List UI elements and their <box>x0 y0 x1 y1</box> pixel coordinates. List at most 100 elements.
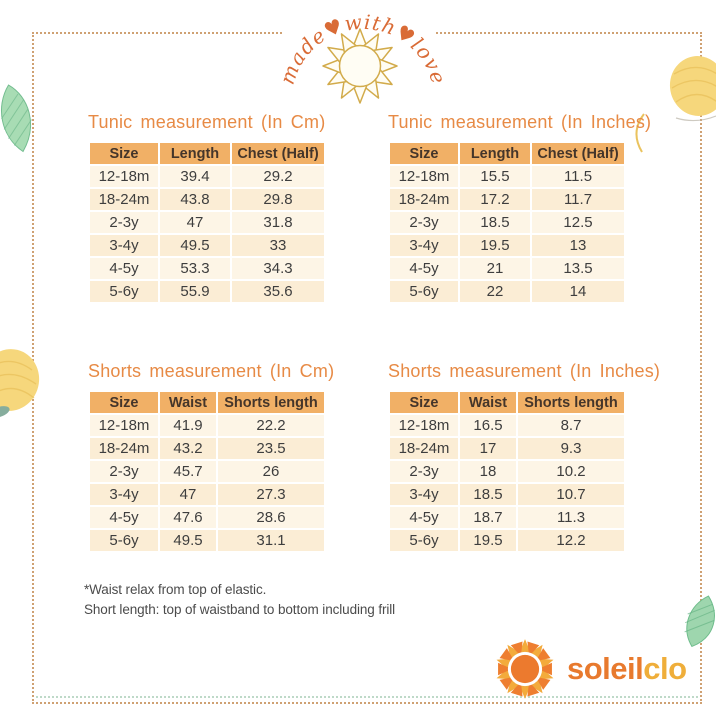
table-cell: 11.7 <box>532 189 624 210</box>
tunic-cm-table: Size Length Chest (Half) 12-18m 39.4 29.2 18-… <box>88 141 326 304</box>
column-header: Size <box>390 392 458 413</box>
table-cell: 3-4y <box>90 484 158 505</box>
tunic-cm-section: Tunic measurement (In Cm) Size Length Ches… <box>88 111 325 304</box>
table-cell: 29.2 <box>232 166 324 187</box>
table-row: 2-3y 18 10.2 <box>390 461 624 482</box>
table-cell: 12-18m <box>90 415 158 436</box>
table-cell: 3-4y <box>390 235 458 256</box>
table-row: 4-5y 18.7 11.3 <box>390 507 624 528</box>
table-cell: 53.3 <box>160 258 230 279</box>
footnote-waist: *Waist relax from top of elastic. <box>84 582 267 597</box>
table-cell: 21 <box>460 258 530 279</box>
table-cell: 11.5 <box>532 166 624 187</box>
header-row: Size Length Chest (Half) <box>390 143 624 164</box>
table-cell: 33 <box>232 235 324 256</box>
table-cell: 23.5 <box>218 438 324 459</box>
table-row: 3-4y 49.5 33 <box>90 235 324 256</box>
table-cell: 18-24m <box>90 189 158 210</box>
table-cell: 43.2 <box>160 438 216 459</box>
table-cell: 5-6y <box>90 530 158 551</box>
table-cell: 45.7 <box>160 461 216 482</box>
table-cell: 4-5y <box>90 507 158 528</box>
table-cell: 13.5 <box>532 258 624 279</box>
table-cell: 13 <box>532 235 624 256</box>
brand-name: soleilclo <box>567 638 687 700</box>
table-cell: 4-5y <box>90 258 158 279</box>
table-row: 18-24m 17 9.3 <box>390 438 624 459</box>
table-cell: 12-18m <box>390 415 458 436</box>
column-header: Shorts length <box>518 392 624 413</box>
table-cell: 22.2 <box>218 415 324 436</box>
table-cell: 31.8 <box>232 212 324 233</box>
table-cell: 2-3y <box>390 461 458 482</box>
column-header: Size <box>90 392 158 413</box>
tunic-inches-table: Size Length Chest (Half) 12-18m 15.5 11.5 18-… <box>388 141 626 304</box>
table-row: 5-6y 55.9 35.6 <box>90 281 324 302</box>
column-header: Waist <box>160 392 216 413</box>
column-header: Size <box>390 143 458 164</box>
column-header: Chest (Half) <box>232 143 324 164</box>
table-cell: 18-24m <box>390 438 458 459</box>
table-cell: 27.3 <box>218 484 324 505</box>
footnotes: *Waist relax from top of elastic. Short … <box>84 580 395 620</box>
shorts-cm-table: Size Waist Shorts length 12-18m 41.9 22.2 18-… <box>88 390 326 553</box>
table-row: 2-3y 45.7 26 <box>90 461 324 482</box>
table-row: 4-5y 53.3 34.3 <box>90 258 324 279</box>
table-cell: 5-6y <box>390 281 458 302</box>
table-cell: 10.7 <box>518 484 624 505</box>
table-cell: 43.8 <box>160 189 230 210</box>
footnote-short-length: Short length: top of waistband to bottom… <box>84 602 396 617</box>
table-cell: 12.2 <box>518 530 624 551</box>
table-cell: 18 <box>460 461 516 482</box>
table-row: 5-6y 49.5 31.1 <box>90 530 324 551</box>
column-header: Waist <box>460 392 516 413</box>
table-row: 18-24m 17.2 11.7 <box>390 189 624 210</box>
table-row: 12-18m 16.5 8.7 <box>390 415 624 436</box>
table-cell: 4-5y <box>390 258 458 279</box>
column-header: Chest (Half) <box>532 143 624 164</box>
header-row: Size Waist Shorts length <box>390 392 624 413</box>
table-cell: 18-24m <box>390 189 458 210</box>
table-row: 12-18m 39.4 29.2 <box>90 166 324 187</box>
table-cell: 19.5 <box>460 235 530 256</box>
table-cell: 12-18m <box>90 166 158 187</box>
tunic-inches-section: Tunic measurement (In Inches) Size Length… <box>388 111 652 304</box>
table-title: Tunic measurement (In Inches) <box>388 112 652 132</box>
table-cell: 34.3 <box>232 258 324 279</box>
brand-name-clo: clo <box>643 651 687 686</box>
table-cell: 19.5 <box>460 530 516 551</box>
shorts-cm-section: Shorts measurement (In Cm) Size Waist Shor… <box>88 360 335 553</box>
header-row: Size Length Chest (Half) <box>90 143 324 164</box>
table-cell: 41.9 <box>160 415 216 436</box>
table-row: 12-18m 41.9 22.2 <box>90 415 324 436</box>
table-cell: 31.1 <box>218 530 324 551</box>
table-row: 5-6y 22 14 <box>390 281 624 302</box>
table-row: 18-24m 43.2 23.5 <box>90 438 324 459</box>
table-row: 3-4y 19.5 13 <box>390 235 624 256</box>
table-cell: 2-3y <box>390 212 458 233</box>
table-row: 4-5y 21 13.5 <box>390 258 624 279</box>
table-cell: 2-3y <box>90 461 158 482</box>
table-title: Shorts measurement (In Cm) <box>88 361 335 381</box>
table-cell: 14 <box>532 281 624 302</box>
column-header: Length <box>460 143 530 164</box>
table-cell: 35.6 <box>232 281 324 302</box>
table-row: 18-24m 43.8 29.8 <box>90 189 324 210</box>
table-cell: 9.3 <box>518 438 624 459</box>
table-row: 2-3y 18.5 12.5 <box>390 212 624 233</box>
table-cell: 18.5 <box>460 212 530 233</box>
table-cell: 17.2 <box>460 189 530 210</box>
table-cell: 8.7 <box>518 415 624 436</box>
table-cell: 5-6y <box>90 281 158 302</box>
table-cell: 2-3y <box>90 212 158 233</box>
table-cell: 22 <box>460 281 530 302</box>
table-cell: 3-4y <box>90 235 158 256</box>
table-cell: 18.7 <box>460 507 516 528</box>
table-cell: 12.5 <box>532 212 624 233</box>
column-header: Length <box>160 143 230 164</box>
table-row: 3-4y 18.5 10.7 <box>390 484 624 505</box>
table-cell: 49.5 <box>160 235 230 256</box>
column-header: Shorts length <box>218 392 324 413</box>
table-cell: 4-5y <box>390 507 458 528</box>
